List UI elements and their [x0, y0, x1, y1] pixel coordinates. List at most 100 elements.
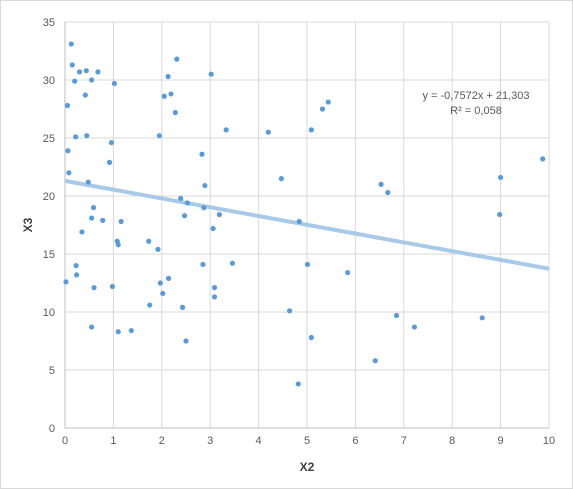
data-point [208, 71, 214, 77]
data-point [223, 127, 229, 133]
x-tick-label: 7 [401, 435, 407, 447]
data-point [497, 211, 503, 218]
x-tick-label: 2 [159, 435, 165, 447]
data-point [229, 260, 236, 266]
data-point [111, 80, 117, 87]
x-tick-label: 9 [498, 435, 504, 447]
y-tick-label: 30 [43, 75, 55, 87]
data-point [72, 78, 78, 84]
data-point [201, 205, 207, 211]
data-point [89, 215, 95, 221]
data-point [172, 109, 178, 116]
data-point [199, 151, 205, 157]
data-point [308, 127, 314, 133]
data-point [63, 279, 69, 285]
x-tick-label: 8 [449, 435, 455, 447]
x-tick-label: 0 [62, 435, 68, 447]
data-point [165, 73, 171, 80]
data-point [295, 381, 301, 387]
data-point [89, 77, 95, 83]
data-point [128, 327, 134, 334]
data-point [161, 93, 167, 99]
data-point [109, 283, 116, 290]
x-tick-label: 1 [110, 435, 116, 447]
data-point [393, 312, 400, 319]
data-point [308, 334, 314, 341]
data-point [160, 290, 166, 297]
data-point [85, 179, 91, 185]
x-tick-label: 10 [543, 435, 555, 447]
x-tick-label: 5 [304, 435, 310, 447]
data-point [345, 269, 351, 276]
data-point [146, 238, 152, 244]
data-point [211, 294, 218, 300]
data-point [181, 213, 188, 219]
data-point [319, 106, 326, 112]
data-point [184, 200, 191, 206]
data-point [64, 102, 71, 109]
data-point [211, 285, 218, 291]
data-point [178, 195, 184, 201]
data-point [76, 69, 83, 75]
data-point [155, 246, 161, 252]
x-tick-label: 6 [352, 435, 358, 447]
data-point [79, 229, 85, 235]
data-point [100, 217, 106, 223]
data-point [304, 261, 311, 268]
x-tick-label: 3 [207, 435, 213, 447]
x-tick-label: 4 [256, 435, 262, 447]
y-axis-title: X3 [21, 217, 35, 232]
data-point [106, 159, 113, 165]
y-tick-label: 5 [49, 365, 55, 377]
data-point [91, 285, 97, 291]
data-point [65, 148, 71, 154]
axes [64, 22, 549, 429]
data-point [84, 133, 90, 139]
data-point [180, 304, 186, 310]
trendline-group [64, 178, 550, 271]
y-tick-label: 15 [43, 249, 55, 261]
data-point [95, 69, 101, 75]
data-point [183, 338, 189, 344]
data-point [278, 176, 284, 182]
data-point [147, 302, 153, 308]
x-axis-title: X2 [300, 460, 315, 474]
data-point [74, 272, 80, 278]
data-point [411, 324, 418, 330]
data-point [90, 205, 97, 211]
y-tick-label: 35 [43, 17, 55, 29]
data-point [115, 329, 121, 335]
data-point [498, 174, 504, 181]
y-tick-label: 10 [43, 307, 55, 319]
data-point [157, 280, 163, 286]
y-tick-label: 0 [49, 423, 55, 435]
trendline [64, 178, 550, 271]
data-point [210, 225, 216, 232]
data-point [479, 315, 485, 321]
data-point [118, 218, 124, 225]
data-point [66, 170, 72, 176]
data-point [174, 56, 180, 62]
data-point [89, 324, 95, 330]
data-point [385, 189, 391, 196]
data-point [108, 140, 115, 146]
data-point [378, 181, 384, 187]
data-point [68, 41, 74, 47]
data-point [73, 134, 79, 140]
data-points [63, 41, 546, 387]
data-point [296, 218, 302, 225]
data-point [286, 308, 293, 314]
y-tick-label: 20 [43, 191, 55, 203]
data-point [200, 261, 206, 268]
data-point [73, 263, 79, 269]
data-point [83, 68, 89, 74]
data-point [216, 211, 222, 218]
data-point [265, 129, 271, 135]
data-point [540, 156, 546, 162]
data-point [168, 91, 174, 97]
trendline-equation: y = -0,7572x + 21,303 [422, 90, 529, 102]
data-point [165, 275, 172, 281]
data-point [202, 182, 208, 189]
